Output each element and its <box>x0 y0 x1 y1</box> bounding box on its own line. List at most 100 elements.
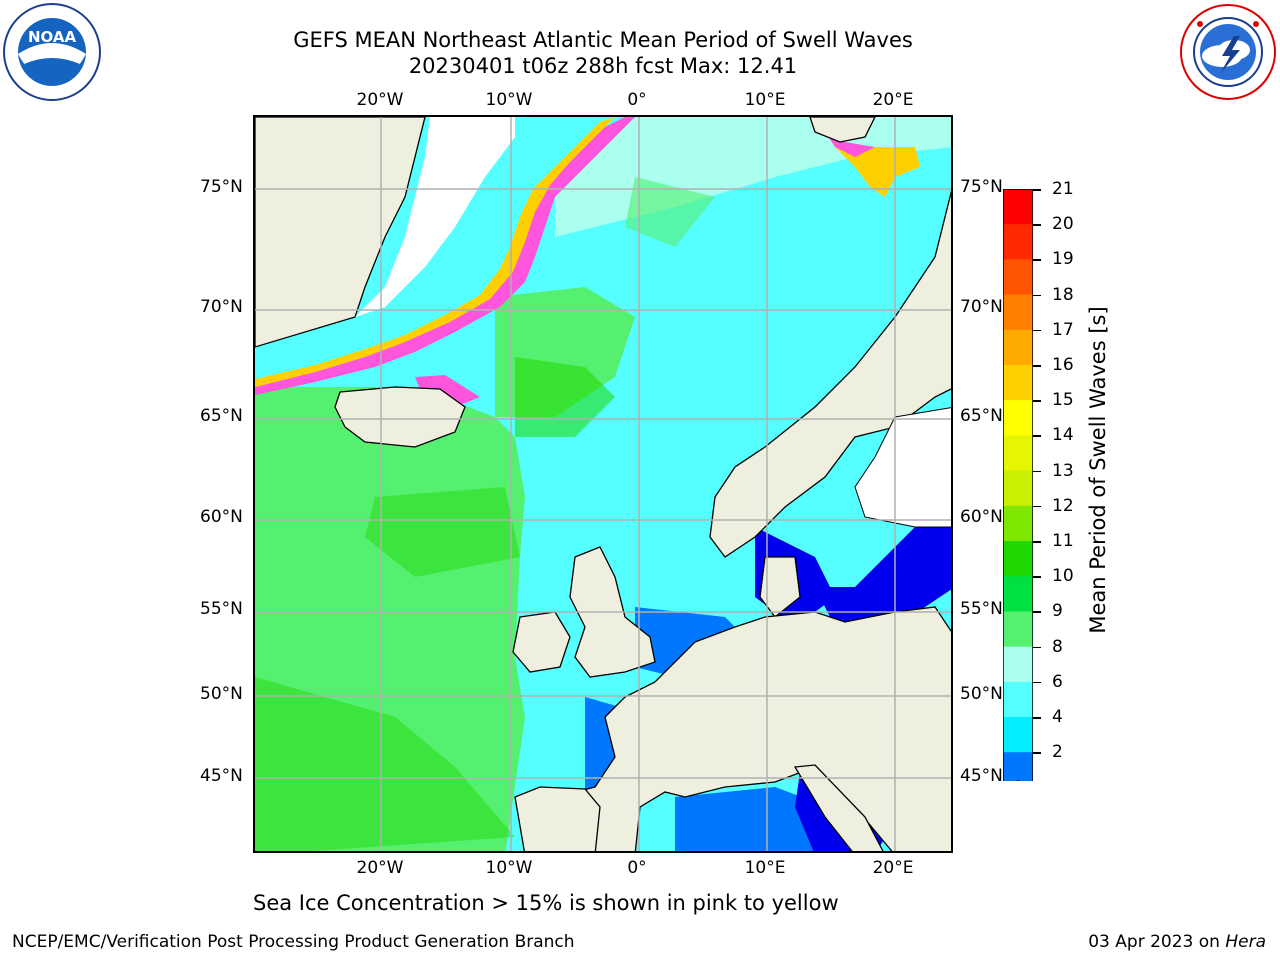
colorbar-tick-mark <box>1033 435 1041 437</box>
colorbar-tick-label: 9 <box>1052 601 1063 622</box>
greenland-land <box>255 117 426 348</box>
italy-land <box>793 764 884 851</box>
colorbar-tick-label: 21 <box>1052 179 1074 199</box>
colorbar-tick-mark <box>1033 329 1041 332</box>
lat-label-left-75n: 75°N <box>200 177 243 197</box>
colorbar-segment <box>1003 470 1033 507</box>
colorbar-label: Mean Period of Swell Waves [s] <box>1086 306 1110 634</box>
colorbar-tick-mark <box>1033 294 1041 297</box>
colorbar-tick-mark <box>1033 470 1041 473</box>
lon-label-top-20w: 20°W <box>356 90 404 110</box>
lon-label-bottom-20w: 20°W <box>356 858 404 878</box>
nws-logo-icon <box>1180 4 1276 100</box>
lat-label-right-55n: 55°N <box>960 599 1003 619</box>
lon-label-bottom-0: 0° <box>627 858 647 878</box>
colorbar-tick-mark <box>1033 365 1041 367</box>
colorbar-tick-label: 16 <box>1052 355 1074 375</box>
colorbar-tick-label: 10 <box>1052 566 1074 587</box>
chart-subtitle: 20230401 t06z 288h fcst Max: 12.41 <box>408 54 798 78</box>
footer-credit: NCEP/EMC/Verification Post Processing Pr… <box>12 932 575 952</box>
colorbar-tick-mark <box>1033 717 1041 719</box>
lon-label-bottom-10e: 10°E <box>744 858 786 878</box>
colorbar-tick-label: 18 <box>1052 284 1074 305</box>
lat-label-right-70n: 70°N <box>960 297 1003 317</box>
chart-title: GEFS MEAN Northeast Atlantic Mean Period… <box>293 28 913 52</box>
noaa-logo-icon: NOAA <box>3 3 101 101</box>
colorbar-segment <box>1003 717 1033 753</box>
colorbar-segment <box>1003 752 1033 781</box>
sea-ice-interior <box>255 117 615 387</box>
footer-host: Hera <box>1225 932 1266 952</box>
colorbar-tick-label: 17 <box>1052 319 1074 340</box>
north-sea-shallow <box>635 607 745 677</box>
colorbar-segment <box>1003 435 1033 472</box>
ocean-field-bright-green-south <box>365 487 520 577</box>
lat-label-right-45n: 45°N <box>960 766 1003 786</box>
footer-date-text: 03 Apr 2023 on <box>1088 932 1220 952</box>
sea-ice-barents <box>835 147 920 197</box>
lat-label-left-65n: 65°N <box>200 406 243 426</box>
colorbar-segment <box>1003 400 1033 436</box>
ocean-field-green <box>255 387 525 851</box>
svalbard-land <box>809 117 876 143</box>
graticule <box>255 117 951 851</box>
colorbar-tick-mark <box>1033 646 1041 649</box>
lon-label-top-20e: 20°E <box>872 90 914 110</box>
colorbar-tick-mark <box>1033 189 1041 191</box>
colorbar-segment <box>1003 611 1033 648</box>
colorbar-tick-label: 14 <box>1052 425 1074 446</box>
lat-label-left-45n: 45°N <box>200 766 243 786</box>
sea-ice-edge <box>255 117 635 395</box>
lon-label-top-0: 0° <box>627 90 647 110</box>
colorbar-tick-mark <box>1033 611 1041 613</box>
noaa-logo-text: NOAA <box>28 28 77 46</box>
colorbar-tick-label: 11 <box>1052 531 1074 551</box>
lat-label-left-60n: 60°N <box>200 507 243 527</box>
colorbar-tick-label: 4 <box>1052 707 1063 727</box>
lon-label-bottom-10w: 10°W <box>485 858 533 878</box>
colorbar-segment <box>1003 224 1033 260</box>
iberia-land <box>514 786 601 851</box>
lon-label-bottom-20e: 20°E <box>872 858 914 878</box>
colorbar-tick-mark <box>1033 576 1041 578</box>
greenland-ice-sheet <box>355 117 515 317</box>
ocean-field-green-patch <box>625 177 715 247</box>
baltic-sea <box>815 527 951 627</box>
gulf-of-bothnia <box>854 407 951 528</box>
colorbar-tick-mark <box>1033 400 1041 402</box>
colorbar-tick-mark <box>1033 541 1041 543</box>
colorbar-tick-label: 15 <box>1052 390 1074 411</box>
lon-label-top-10w: 10°W <box>485 90 533 110</box>
ocean-field-bright-green-sw <box>255 677 515 851</box>
lat-label-left-55n: 55°N <box>200 599 243 619</box>
colorbar-segment <box>1003 505 1033 542</box>
colorbar-tick-mark <box>1033 224 1041 226</box>
colorbar-tick-mark <box>1033 505 1041 508</box>
lat-label-right-50n: 50°N <box>960 684 1003 704</box>
colorbar-segment <box>1003 576 1033 612</box>
colorbar-tick-mark <box>1033 752 1041 754</box>
lat-label-right-60n: 60°N <box>960 507 1003 527</box>
colorbar-tick-mark <box>1033 259 1041 261</box>
lat-label-right-65n: 65°N <box>960 406 1003 426</box>
colorbar-segment <box>1003 541 1033 577</box>
colorbar-tick-label: 6 <box>1052 671 1063 692</box>
swell-period-map[interactable] <box>255 117 953 853</box>
ocean-field-bright-green <box>515 357 615 437</box>
lat-label-left-50n: 50°N <box>200 684 243 704</box>
colorbar-segment <box>1003 329 1033 366</box>
colorbar-tick-label: 2 <box>1052 742 1063 763</box>
colorbar-tick-label: 13 <box>1052 460 1074 481</box>
colorbar-tick-label: 8 <box>1052 636 1063 657</box>
colorbar-tick-label: 20 <box>1052 214 1074 235</box>
colorbar-segment <box>1003 189 1033 225</box>
iceland-land <box>334 386 466 448</box>
lat-label-right-75n: 75°N <box>960 177 1003 197</box>
footer-date: 03 Apr 2023 on Hera <box>1088 932 1266 952</box>
colorbar <box>1003 189 1033 781</box>
colorbar-tick-label: 19 <box>1052 249 1074 270</box>
lon-label-top-10e: 10°E <box>744 90 786 110</box>
lat-label-left-70n: 70°N <box>200 297 243 317</box>
map-panel[interactable] <box>253 115 953 853</box>
colorbar-segment <box>1003 646 1033 683</box>
